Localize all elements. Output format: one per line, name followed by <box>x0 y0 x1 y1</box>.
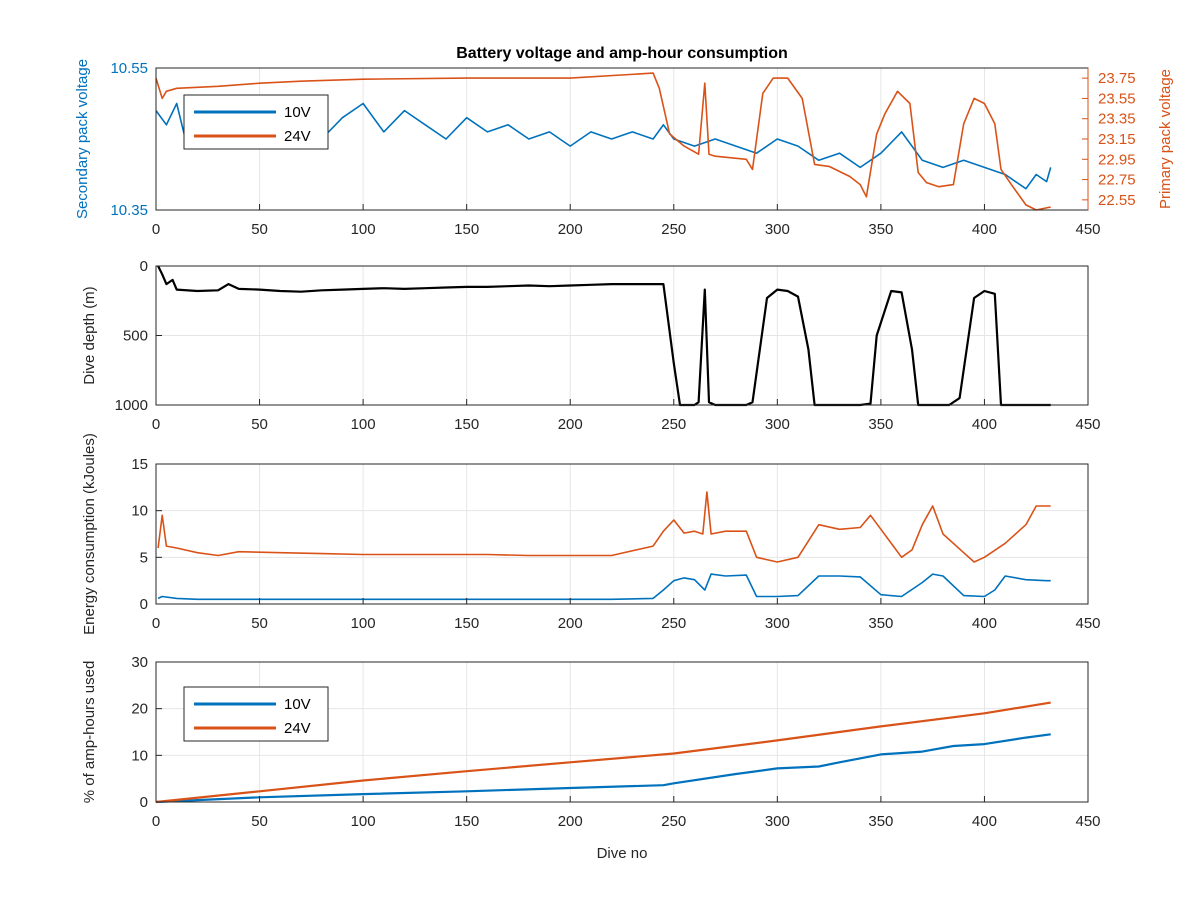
x-tick-label: 400 <box>972 416 997 433</box>
x-tick-label: 50 <box>251 615 268 632</box>
x-tick-label: 300 <box>765 221 790 238</box>
figure-title: Battery voltage and amp-hour consumption <box>456 45 788 62</box>
series-line-10v <box>155 733 1051 804</box>
legend-box <box>183 94 329 150</box>
x-tick-label: 50 <box>251 813 268 830</box>
panel-4: 0 50 100 150 200 250 300 350 400 450 0 10 20 30 % of a… <box>81 654 1101 830</box>
axes-box <box>155 661 1089 803</box>
series-line-24v <box>157 491 1051 563</box>
x-tick-label: 300 <box>765 615 790 632</box>
x-tick-label: 350 <box>868 615 893 632</box>
y-tick-label: 500 <box>123 328 148 345</box>
legend-label-10v: 10V <box>284 696 311 713</box>
x-tick-label: 400 <box>972 813 997 830</box>
right-y-tick-label: 23.35 <box>1098 111 1136 128</box>
x-tick-label: 50 <box>251 221 268 238</box>
x-tick-label: 450 <box>1075 813 1100 830</box>
x-tick-label: 300 <box>765 416 790 433</box>
x-tick-label: 0 <box>152 221 160 238</box>
x-tick-label: 450 <box>1075 221 1100 238</box>
y-tick-label: 15 <box>131 456 148 473</box>
x-tick-label: 150 <box>454 221 479 238</box>
y-axis-label: Secondary pack voltage <box>74 59 91 219</box>
x-tick-label: 400 <box>972 221 997 238</box>
panel-3: 0 50 100 150 200 250 300 350 400 450 0 5 10 15 Energy … <box>81 433 1101 635</box>
x-tick-label: 200 <box>558 416 583 433</box>
x-tick-label: 0 <box>152 416 160 433</box>
panel-2: 0 50 100 150 200 250 300 350 400 450 0 500 1000 Dive … <box>81 258 1101 433</box>
y-tick-label: 5 <box>140 549 148 566</box>
y-tick-label: 10 <box>131 747 148 764</box>
right-y-tick-label: 22.55 <box>1098 192 1136 209</box>
legend-label-24v: 24V <box>284 128 311 145</box>
y-tick-label: 0 <box>140 258 148 275</box>
legend-box <box>183 686 329 742</box>
y-axis-label: Dive depth (m) <box>81 286 98 384</box>
x-tick-label: 250 <box>661 221 686 238</box>
x-tick-label: 200 <box>558 221 583 238</box>
y-axis-label: Energy consumption (kJoules) <box>81 433 98 635</box>
y-axis-label: % of amp-hours used <box>81 661 98 804</box>
x-tick-label: 150 <box>454 615 479 632</box>
legend-label-24v: 24V <box>284 720 311 737</box>
y-tick-label: 10 <box>131 503 148 520</box>
right-y-tick-label: 22.75 <box>1098 172 1136 189</box>
y-tick-label: 30 <box>131 654 148 671</box>
x-tick-label: 0 <box>152 615 160 632</box>
x-tick-label: 0 <box>152 813 160 830</box>
right-y-tick-label: 23.15 <box>1098 131 1136 148</box>
x-tick-label: 350 <box>868 813 893 830</box>
x-tick-label: 250 <box>661 416 686 433</box>
x-axis-label: Dive no <box>597 845 648 862</box>
x-tick-label: 200 <box>558 813 583 830</box>
x-tick-label: 400 <box>972 615 997 632</box>
x-tick-label: 150 <box>454 416 479 433</box>
series-line-24v <box>155 701 1051 804</box>
y-tick-label: 10.55 <box>110 60 148 77</box>
y-tick-label: 20 <box>131 701 148 718</box>
x-tick-label: 50 <box>251 416 268 433</box>
legend-label-10v: 10V <box>284 104 311 121</box>
y-tick-label: 0 <box>140 794 148 811</box>
x-tick-label: 150 <box>454 813 479 830</box>
panel-1: 0 50 100 150 200 250 300 350 400 450 10.35 10.55 22.… <box>74 59 1174 238</box>
plot-area <box>156 464 1088 604</box>
y-tick-label: 1000 <box>115 397 148 414</box>
right-y-tick-label: 23.55 <box>1098 90 1136 107</box>
x-tick-label: 300 <box>765 813 790 830</box>
x-tick-label: 350 <box>868 416 893 433</box>
series-line-10v <box>157 573 1051 601</box>
x-tick-label: 100 <box>351 221 376 238</box>
series-line-24v <box>155 72 1051 211</box>
x-tick-label: 100 <box>351 813 376 830</box>
x-tick-label: 350 <box>868 221 893 238</box>
axes-box <box>155 463 1089 605</box>
x-tick-label: 100 <box>351 416 376 433</box>
y-tick-label: 10.35 <box>110 202 148 219</box>
x-tick-label: 250 <box>661 615 686 632</box>
y-tick-label: 0 <box>140 596 148 613</box>
right-y-tick-label: 23.75 <box>1098 70 1136 87</box>
x-tick-label: 450 <box>1075 615 1100 632</box>
x-tick-label: 100 <box>351 615 376 632</box>
x-tick-label: 200 <box>558 615 583 632</box>
right-y-axis-label: Primary pack voltage <box>1157 69 1174 209</box>
x-tick-label: 250 <box>661 813 686 830</box>
x-tick-label: 450 <box>1075 416 1100 433</box>
right-y-tick-label: 22.95 <box>1098 151 1136 168</box>
